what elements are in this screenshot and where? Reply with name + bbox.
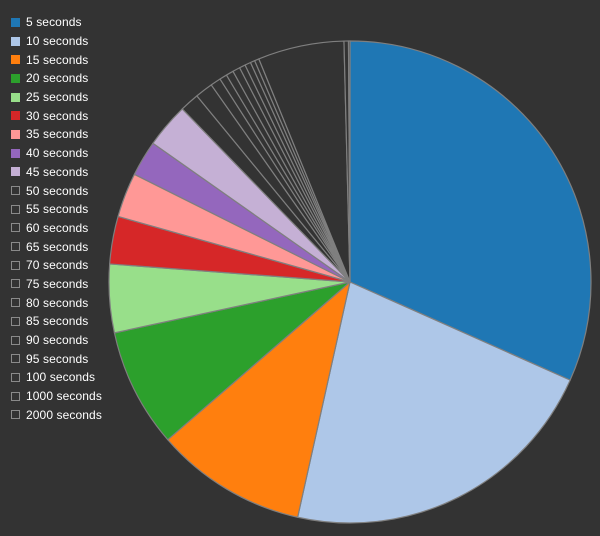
legend-item[interactable]: 45 seconds [11,163,102,182]
legend-swatch [11,279,20,289]
legend-swatch [11,335,20,345]
pie-slice-10-seconds[interactable] [297,281,571,524]
legend-label: 100 seconds [26,370,96,385]
legend-swatch [11,410,20,420]
legend-swatch [11,186,20,196]
pie-slice-15-seconds[interactable] [167,281,351,518]
legend-swatch [11,372,20,382]
legend-label: 25 seconds [26,90,89,105]
legend-item[interactable]: 2000 seconds [11,405,102,424]
legend-item[interactable]: 15 seconds [11,50,102,69]
legend-label: 40 seconds [26,146,89,161]
legend-swatch [11,111,20,121]
legend-label: 55 seconds [26,202,89,217]
legend-swatch [11,129,20,139]
legend-item[interactable]: 30 seconds [11,106,102,125]
legend-label: 65 seconds [26,239,89,254]
legend-item[interactable]: 65 seconds [11,237,102,256]
legend-swatch [11,242,20,252]
legend-item[interactable]: 10 seconds [11,32,102,51]
pie-slice-20-seconds[interactable] [113,281,351,441]
legend-item[interactable]: 80 seconds [11,293,102,312]
legend-label: 90 seconds [26,333,89,348]
legend-swatch [11,204,20,214]
legend-swatch [11,92,20,102]
legend: 5 seconds 10 seconds 15 seconds 20 seconds 2… [11,13,102,424]
legend-label: 2000 seconds [26,407,102,422]
legend-item[interactable]: 50 seconds [11,181,102,200]
legend-label: 5 seconds [26,15,82,30]
legend-swatch [11,55,20,65]
legend-label: 85 seconds [26,314,89,329]
legend-item[interactable]: 20 seconds [11,69,102,88]
legend-label: 20 seconds [26,71,89,86]
legend-label: 15 seconds [26,52,89,67]
legend-item[interactable]: 60 seconds [11,219,102,238]
legend-swatch [11,391,20,401]
pie-slice-2000-seconds[interactable] [347,40,351,283]
legend-label: 45 seconds [26,164,89,179]
legend-swatch [11,298,20,308]
legend-item[interactable]: 95 seconds [11,349,102,368]
legend-swatch [11,167,20,177]
legend-swatch [11,260,20,270]
legend-item[interactable]: 75 seconds [11,275,102,294]
legend-swatch [11,148,20,158]
legend-swatch [11,316,20,326]
legend-label: 50 seconds [26,183,89,198]
legend-swatch [11,17,20,27]
legend-item[interactable]: 1000 seconds [11,387,102,406]
legend-swatch [11,354,20,364]
legend-item[interactable]: 40 seconds [11,144,102,163]
legend-label: 30 seconds [26,108,89,123]
legend-item[interactable]: 85 seconds [11,312,102,331]
legend-label: 35 seconds [26,127,89,142]
legend-label: 1000 seconds [26,389,102,404]
legend-swatch [11,73,20,83]
legend-item[interactable]: 35 seconds [11,125,102,144]
pie-slice-5-seconds[interactable] [349,40,592,381]
legend-item[interactable]: 5 seconds [11,13,102,32]
legend-label: 75 seconds [26,276,89,291]
legend-label: 60 seconds [26,220,89,235]
legend-item[interactable]: 25 seconds [11,88,102,107]
legend-item[interactable]: 70 seconds [11,256,102,275]
legend-label: 10 seconds [26,34,89,49]
legend-label: 80 seconds [26,295,89,310]
legend-label: 70 seconds [26,258,89,273]
legend-label: 95 seconds [26,351,89,366]
legend-item[interactable]: 90 seconds [11,331,102,350]
legend-swatch [11,36,20,46]
legend-item[interactable]: 100 seconds [11,368,102,387]
legend-item[interactable]: 55 seconds [11,200,102,219]
legend-swatch [11,223,20,233]
